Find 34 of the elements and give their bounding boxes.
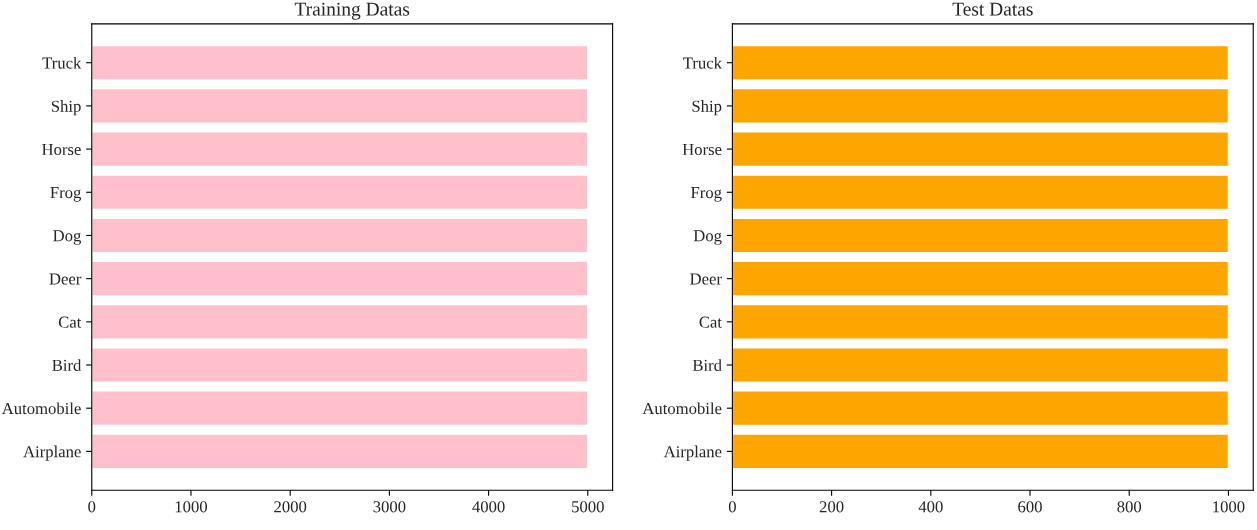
chart-title: Test Datas <box>952 2 1033 16</box>
y-tick-label: Bird <box>52 359 82 371</box>
y-tick-label: Automobile <box>1 402 81 415</box>
x-tick-label: 1000 <box>1213 501 1245 513</box>
y-tick-label: Bird <box>692 359 722 371</box>
x-tick-label: 400 <box>918 501 943 513</box>
y-tick-label: Horse <box>42 143 81 156</box>
x-tick-label: 0 <box>728 501 736 513</box>
y-tick-label: Dog <box>53 230 82 245</box>
x-tick-label: 800 <box>1117 501 1142 513</box>
y-tick-label: Ship <box>692 100 722 116</box>
y-tick-label: Airplane <box>663 445 722 461</box>
y-tick-label: Ship <box>51 100 81 116</box>
y-tick-label: Truck <box>42 56 82 69</box>
x-tick-label: 3000 <box>373 501 406 513</box>
x-tick-label: 200 <box>819 501 844 513</box>
y-tick-label: Dog <box>693 230 722 245</box>
y-tick-label: Airplane <box>23 445 81 461</box>
x-tick-label: 0 <box>88 501 96 513</box>
chart-title: Training Datas <box>294 2 410 20</box>
x-tick-label: 1000 <box>175 501 207 513</box>
y-tick-label: Frog <box>50 187 82 202</box>
y-tick-label: Deer <box>49 273 82 285</box>
y-tick-label: Truck <box>683 56 722 69</box>
y-tick-label: Cat <box>699 316 722 328</box>
y-tick-label: Automobile <box>642 402 722 415</box>
y-tick-label: Frog <box>690 187 722 202</box>
y-tick-label: Cat <box>58 316 82 328</box>
x-tick-label: 5000 <box>572 501 604 513</box>
x-tick-label: 4000 <box>472 501 505 513</box>
y-tick-label: Horse <box>682 143 722 156</box>
x-tick-label: 600 <box>1018 501 1042 513</box>
x-tick-label: 2000 <box>274 501 307 513</box>
y-tick-label: Deer <box>690 273 722 285</box>
